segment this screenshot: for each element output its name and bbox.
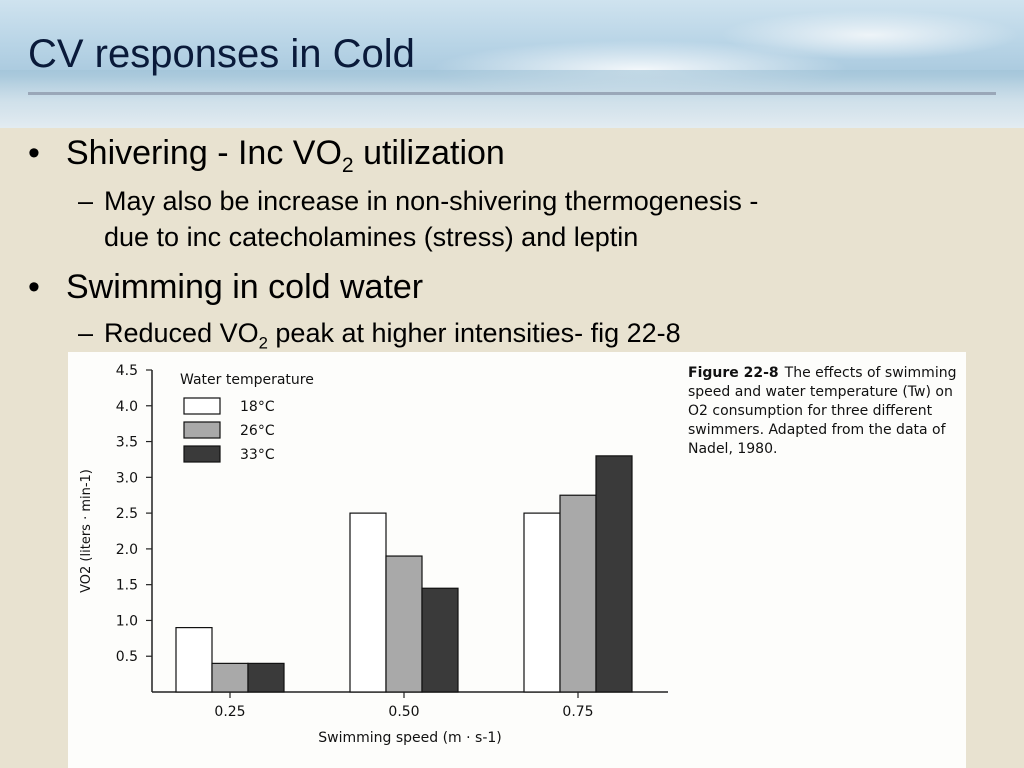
y-tick-label: 1.0: [116, 613, 138, 629]
y-tick-label: 1.5: [116, 578, 138, 594]
x-tick-label: 0.50: [388, 704, 419, 720]
sub-bullet-thermogenesis: – May also be increase in non-shivering t…: [78, 186, 759, 216]
title-divider: [28, 92, 996, 95]
legend-label: 18°C: [240, 399, 275, 415]
y-tick-label: 4.5: [116, 363, 138, 379]
bar: [595, 455, 633, 693]
bar: [559, 494, 597, 693]
legend-swatch: [183, 445, 221, 463]
bar: [175, 627, 213, 693]
legend-label: 33°C: [240, 447, 275, 463]
slide-header-background: [0, 0, 1024, 128]
figure-scan: 0.5 1.0 1.5 2.0 2.5 3.0 3.5 4.0 4.5 VO2 (liters ·…: [68, 352, 966, 768]
figure-caption-text: The effects of swimming speed and water …: [688, 365, 957, 457]
bar: [385, 555, 423, 693]
bar: [421, 587, 459, 693]
legend-label: 26°C: [240, 423, 275, 439]
x-tick-label: 0.25: [214, 704, 245, 720]
bar: [247, 662, 285, 693]
y-tick-label: 2.5: [116, 506, 138, 522]
y-tick-label: 4.0: [116, 399, 138, 415]
bullet-swimming: • Swimming in cold water: [28, 268, 424, 306]
y-tick-label: 3.5: [116, 435, 138, 451]
x-axis-label: Swimming speed (m · s-1): [318, 730, 502, 746]
y-axis-label: VO2 (liters · min-1): [79, 469, 94, 593]
y-tick-label: 3.0: [116, 470, 138, 486]
bullet-shivering: • Shivering - Inc VO2 utilization: [28, 134, 505, 177]
legend-swatch: [183, 421, 221, 439]
figure-caption: Figure 22-8 The effects of swimming speed…: [688, 364, 958, 459]
slide-title: CV responses in Cold: [28, 32, 415, 76]
sub-bullet-thermogenesis-cont: due to inc catecholamines (stress) and l…: [104, 222, 639, 252]
figure-label: Figure 22-8: [688, 365, 779, 381]
bar: [211, 662, 249, 693]
sub-bullet-vo2-peak: – Reduced VO2 peak at higher intensities-…: [78, 318, 681, 353]
bar-chart: 0.5 1.0 1.5 2.0 2.5 3.0 3.5 4.0 4.5 VO2 (liters ·…: [79, 363, 668, 746]
y-tick-label: 2.0: [116, 542, 138, 558]
y-tick-label: 0.5: [116, 649, 138, 665]
x-tick-label: 0.75: [562, 704, 593, 720]
bar: [523, 512, 561, 693]
legend-swatch: [183, 397, 221, 415]
legend-title: Water temperature: [180, 372, 314, 388]
bar: [349, 512, 387, 693]
